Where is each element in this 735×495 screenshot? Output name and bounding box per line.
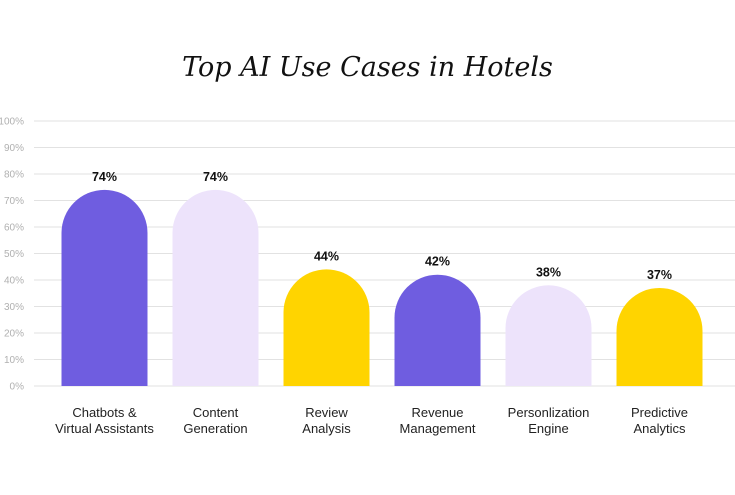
y-tick-label: 100%	[0, 117, 24, 128]
gridlines	[34, 120, 735, 387]
category-label-line: Predictive	[631, 405, 688, 420]
data-labels: 74% 74% 44% 42% 38% 37%	[92, 170, 672, 282]
category-label-line: Content	[193, 405, 239, 420]
data-label: 42%	[425, 255, 450, 269]
y-tick-label: 90%	[4, 143, 24, 154]
category-label-line: Chatbots &	[72, 405, 137, 420]
bar	[394, 274, 481, 386]
bar	[61, 189, 148, 386]
category-label-line: Analysis	[302, 421, 351, 436]
category-label-line: Generation	[183, 421, 247, 436]
chart-title: Top AI Use Cases in Hotels	[182, 52, 553, 83]
y-tick-label: 0%	[10, 382, 25, 393]
category-label: Review Analysis	[302, 405, 351, 436]
data-label: 74%	[203, 170, 228, 184]
category-label-line: Engine	[528, 421, 568, 436]
category-label-line: Analytics	[633, 421, 686, 436]
y-tick-label: 20%	[4, 329, 24, 340]
category-label-line: Review	[305, 405, 348, 420]
category-label-line: Personlization	[508, 405, 590, 420]
bar	[172, 189, 259, 386]
category-label: Content Generation	[183, 405, 247, 436]
y-tick-label: 10%	[4, 355, 24, 366]
y-tick-label: 30%	[4, 302, 24, 313]
category-label-line: Management	[400, 421, 476, 436]
y-tick-label: 70%	[4, 196, 24, 207]
bars	[61, 189, 703, 386]
bar	[505, 285, 592, 386]
y-axis-ticks: 0% 10% 20% 30% 40% 50% 60% 70% 80% 90% 100%	[0, 117, 24, 393]
category-label: Personlization Engine	[508, 405, 590, 436]
data-label: 44%	[314, 249, 339, 263]
category-label-line: Virtual Assistants	[55, 421, 154, 436]
y-tick-label: 40%	[4, 276, 24, 287]
y-tick-label: 60%	[4, 223, 24, 234]
bar	[616, 287, 703, 386]
y-tick-label: 80%	[4, 170, 24, 181]
bar	[283, 269, 370, 386]
category-label: Predictive Analytics	[631, 405, 688, 436]
category-labels: Chatbots & Virtual Assistants Content Gener…	[55, 405, 688, 436]
data-label: 38%	[536, 265, 561, 279]
y-tick-label: 50%	[4, 249, 24, 260]
category-label: Chatbots & Virtual Assistants	[55, 405, 154, 436]
category-label: Revenue Management	[400, 405, 476, 436]
data-label: 74%	[92, 170, 117, 184]
category-label-line: Revenue	[411, 405, 463, 420]
data-label: 37%	[647, 268, 672, 282]
